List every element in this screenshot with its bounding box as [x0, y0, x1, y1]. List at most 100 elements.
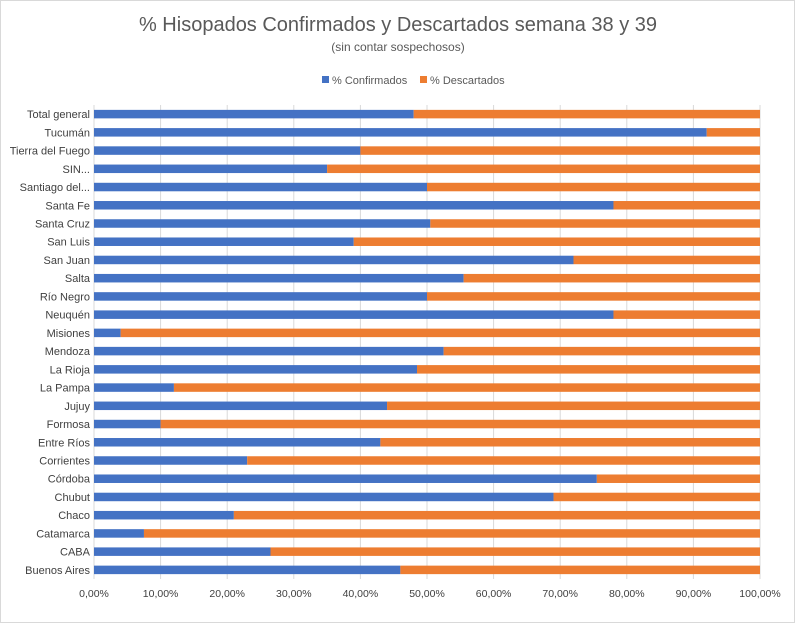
category-label: Chubut	[55, 492, 90, 504]
legend-label-confirmados: % Confirmados	[332, 75, 408, 87]
bar-confirmados	[94, 182, 427, 192]
category-label: La Pampa	[40, 383, 91, 395]
x-tick-label: 30,00%	[276, 588, 312, 600]
bar-confirmados	[94, 365, 418, 374]
category-label: San Juan	[44, 255, 90, 267]
category-label: Misiones	[47, 328, 91, 340]
bar-descartados	[120, 328, 760, 338]
bar-descartados	[596, 474, 760, 483]
bar-descartados	[160, 419, 761, 429]
bar-confirmados	[94, 510, 234, 520]
x-tick-label: 10,00%	[143, 588, 179, 600]
category-label: Total general	[27, 109, 90, 121]
bar-descartados	[270, 547, 760, 556]
bar-confirmados	[94, 529, 144, 538]
x-tick-label: 40,00%	[343, 588, 379, 600]
bar-descartados	[413, 109, 760, 119]
bar-confirmados	[94, 109, 414, 119]
category-label: Neuquén	[45, 310, 90, 322]
bar-confirmados	[94, 383, 174, 392]
bar-descartados	[443, 346, 760, 356]
bar-descartados	[400, 565, 760, 575]
x-tick-label: 0,00%	[79, 588, 109, 600]
category-label: Jujuy	[64, 401, 90, 413]
legend-swatch-confirmados	[322, 76, 329, 83]
x-tick-label: 100,00%	[739, 588, 780, 600]
bar-confirmados	[94, 419, 161, 429]
category-label: Buenos Aires	[25, 565, 90, 577]
bar-descartados	[573, 255, 760, 265]
chart-title: % Hisopados Confirmados y Descartados se…	[139, 14, 657, 36]
bar-confirmados	[94, 547, 271, 556]
bar-confirmados	[94, 128, 707, 137]
x-tick-label: 80,00%	[609, 588, 645, 600]
legend: % Confirmados % Descartados	[322, 75, 505, 87]
bar-confirmados	[94, 456, 248, 465]
category-label: Entre Ríos	[38, 437, 90, 449]
bar-confirmados	[94, 146, 361, 155]
bar-descartados	[233, 510, 761, 520]
value-axis: 0,00% 10,00% 20,00% 30,00% 40,00% 50,00% 60,00…	[79, 588, 781, 600]
category-label: Santa Fe	[45, 200, 90, 212]
gridlines	[93, 105, 761, 579]
bar-descartados	[613, 201, 760, 210]
x-tick-label: 20,00%	[209, 588, 245, 600]
bar-descartados	[353, 237, 760, 246]
bar-descartados	[427, 292, 760, 301]
bar-confirmados	[94, 438, 381, 447]
bar-descartados	[143, 529, 760, 538]
bar-confirmados	[94, 164, 328, 174]
bar-descartados	[430, 219, 760, 228]
bar-descartados	[360, 146, 760, 155]
bar-confirmados	[94, 201, 614, 210]
bar-confirmados	[94, 474, 597, 483]
bar-descartados	[173, 383, 761, 392]
x-tick-label: 90,00%	[676, 588, 712, 600]
bar-confirmados	[94, 310, 614, 319]
category-label: San Luis	[47, 237, 90, 249]
bar-confirmados	[94, 328, 121, 338]
bar-descartados	[380, 438, 760, 447]
bar-confirmados	[94, 492, 554, 502]
category-label: CABA	[60, 547, 91, 559]
x-tick-label: 50,00%	[409, 588, 445, 600]
bar-descartados	[327, 164, 760, 174]
category-label: Tierra del Fuego	[10, 146, 90, 158]
category-label: Mendoza	[45, 346, 91, 358]
bar-confirmados	[94, 237, 354, 246]
bar-descartados	[613, 310, 760, 319]
x-tick-label: 70,00%	[542, 588, 578, 600]
category-label: La Rioja	[50, 364, 91, 376]
category-label: Santiago del...	[20, 182, 90, 194]
category-label: SIN...	[62, 164, 90, 176]
bar-confirmados	[94, 255, 574, 265]
bar-confirmados	[94, 219, 431, 228]
category-label: Tucumán	[45, 127, 90, 139]
bar-descartados	[427, 182, 760, 192]
bar-confirmados	[94, 292, 427, 301]
bar-confirmados	[94, 565, 401, 575]
x-tick-label: 60,00%	[476, 588, 512, 600]
bar-descartados	[247, 456, 760, 465]
legend-label-descartados: % Descartados	[430, 75, 505, 87]
category-axis: Total general Tucumán Tierra del Fuego SIN.…	[10, 109, 91, 577]
chart-subtitle: (sin contar sospechosos)	[331, 40, 464, 54]
category-label: Río Negro	[40, 291, 90, 303]
bar-descartados	[387, 401, 760, 411]
category-label: Formosa	[47, 419, 91, 431]
bar-confirmados	[94, 401, 388, 411]
category-label: Catamarca	[36, 528, 91, 540]
legend-swatch-descartados	[420, 76, 427, 83]
bar-descartados	[417, 365, 760, 374]
bar-descartados	[463, 273, 760, 283]
bar-descartados	[553, 492, 760, 502]
category-label: Córdoba	[48, 474, 91, 486]
bar-descartados	[706, 128, 760, 137]
category-label: Chaco	[58, 510, 90, 522]
category-label: Salta	[65, 273, 91, 285]
bar-confirmados	[94, 346, 444, 356]
bars	[94, 109, 761, 575]
bar-confirmados	[94, 273, 464, 283]
